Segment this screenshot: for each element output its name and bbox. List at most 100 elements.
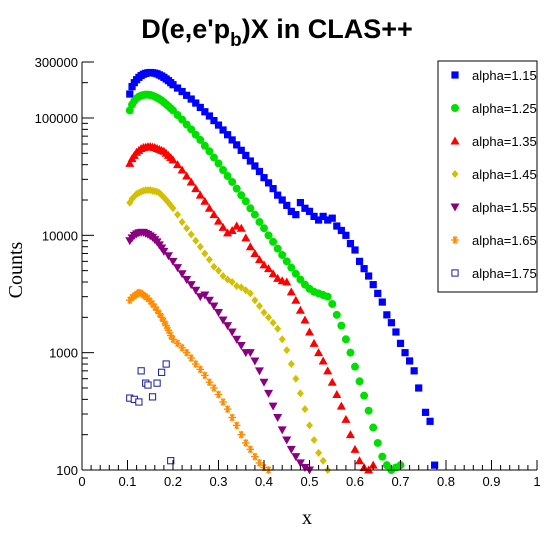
x-tick-label: 1 <box>533 474 540 489</box>
data-point <box>310 212 318 220</box>
data-point <box>219 166 228 175</box>
data-point <box>351 362 359 371</box>
data-point <box>187 230 195 239</box>
data-point <box>319 456 327 465</box>
data-point <box>300 315 310 324</box>
data-point <box>295 459 305 468</box>
data-point <box>274 191 282 199</box>
x-tick-label: 0 <box>78 474 85 489</box>
legend-marker <box>451 236 459 244</box>
x-tick-label: 0.1 <box>118 474 136 489</box>
data-point <box>287 263 296 272</box>
data-point <box>195 190 205 199</box>
plot-area <box>125 68 439 475</box>
data-point <box>232 221 242 230</box>
data-point <box>246 289 254 298</box>
data-point <box>191 360 200 368</box>
data-point <box>233 141 241 149</box>
data-point <box>237 191 246 200</box>
data-point <box>192 236 200 245</box>
data-point <box>250 357 260 366</box>
data-point <box>301 204 309 212</box>
data-point <box>182 348 191 357</box>
data-point <box>200 196 210 205</box>
data-point <box>169 204 177 213</box>
legend-label: alpha=1.35 <box>472 134 537 149</box>
data-point <box>214 159 223 168</box>
data-point <box>268 269 278 278</box>
data-point <box>137 367 145 375</box>
data-point <box>305 207 314 215</box>
legend-marker <box>451 71 459 79</box>
data-point <box>209 210 219 219</box>
data-point <box>201 108 209 116</box>
data-point <box>327 377 337 386</box>
data-point <box>259 260 269 269</box>
data-point <box>292 374 300 383</box>
data-point <box>250 210 259 219</box>
legend-entry: alpha=1.45 <box>451 167 537 182</box>
data-point <box>196 135 205 144</box>
data-point <box>333 222 341 230</box>
data-point <box>426 417 434 425</box>
data-point <box>201 371 209 380</box>
chart-title: D(e,e'pb)X in CLAS++ <box>141 14 413 51</box>
data-point <box>273 273 283 282</box>
data-point <box>251 296 259 305</box>
data-point <box>204 203 214 212</box>
chart-title-tail: )X in CLAS++ <box>242 14 413 44</box>
series-alpha=1.45 <box>126 186 332 474</box>
data-point <box>401 349 409 357</box>
data-point <box>346 240 355 248</box>
data-point <box>210 116 218 125</box>
data-point <box>365 272 373 280</box>
data-point <box>169 335 177 344</box>
data-point <box>205 112 213 120</box>
y-axis-label: Counts <box>5 241 27 298</box>
data-point <box>153 379 161 387</box>
data-point <box>259 378 269 387</box>
data-point <box>241 233 251 242</box>
y-tick-label: 1000 <box>49 346 78 361</box>
data-point <box>228 413 236 422</box>
data-point <box>237 146 245 154</box>
data-point <box>328 214 336 222</box>
data-point <box>282 436 292 445</box>
data-point <box>278 335 286 344</box>
data-point <box>191 130 200 139</box>
chart-title-subscript: b <box>230 30 242 51</box>
data-point <box>214 390 223 399</box>
data-point <box>186 281 196 290</box>
data-point <box>250 248 260 257</box>
data-point <box>205 378 214 387</box>
data-point <box>224 131 232 139</box>
series-alpha=1.55 <box>125 228 314 475</box>
series-alpha=1.75 <box>126 360 175 465</box>
data-point <box>278 196 286 204</box>
data-point <box>315 216 323 224</box>
data-point <box>204 296 214 305</box>
data-point <box>251 162 259 170</box>
legend-label: alpha=1.25 <box>472 101 537 116</box>
data-point <box>246 445 255 454</box>
data-point <box>159 247 169 256</box>
data-point <box>157 313 166 322</box>
data-point <box>282 257 291 266</box>
data-point <box>227 328 237 337</box>
data-point <box>200 291 210 300</box>
data-point <box>296 275 305 284</box>
data-point <box>196 103 204 112</box>
data-point <box>255 459 264 467</box>
data-point <box>374 289 382 297</box>
data-point <box>183 91 191 99</box>
data-point <box>292 211 300 219</box>
data-point <box>319 212 327 220</box>
data-point <box>210 384 218 392</box>
data-point <box>125 158 135 167</box>
data-point <box>242 286 250 295</box>
data-point <box>254 367 264 376</box>
data-point <box>246 157 254 165</box>
data-point <box>183 224 191 233</box>
data-point <box>369 281 377 289</box>
data-point <box>332 389 342 398</box>
